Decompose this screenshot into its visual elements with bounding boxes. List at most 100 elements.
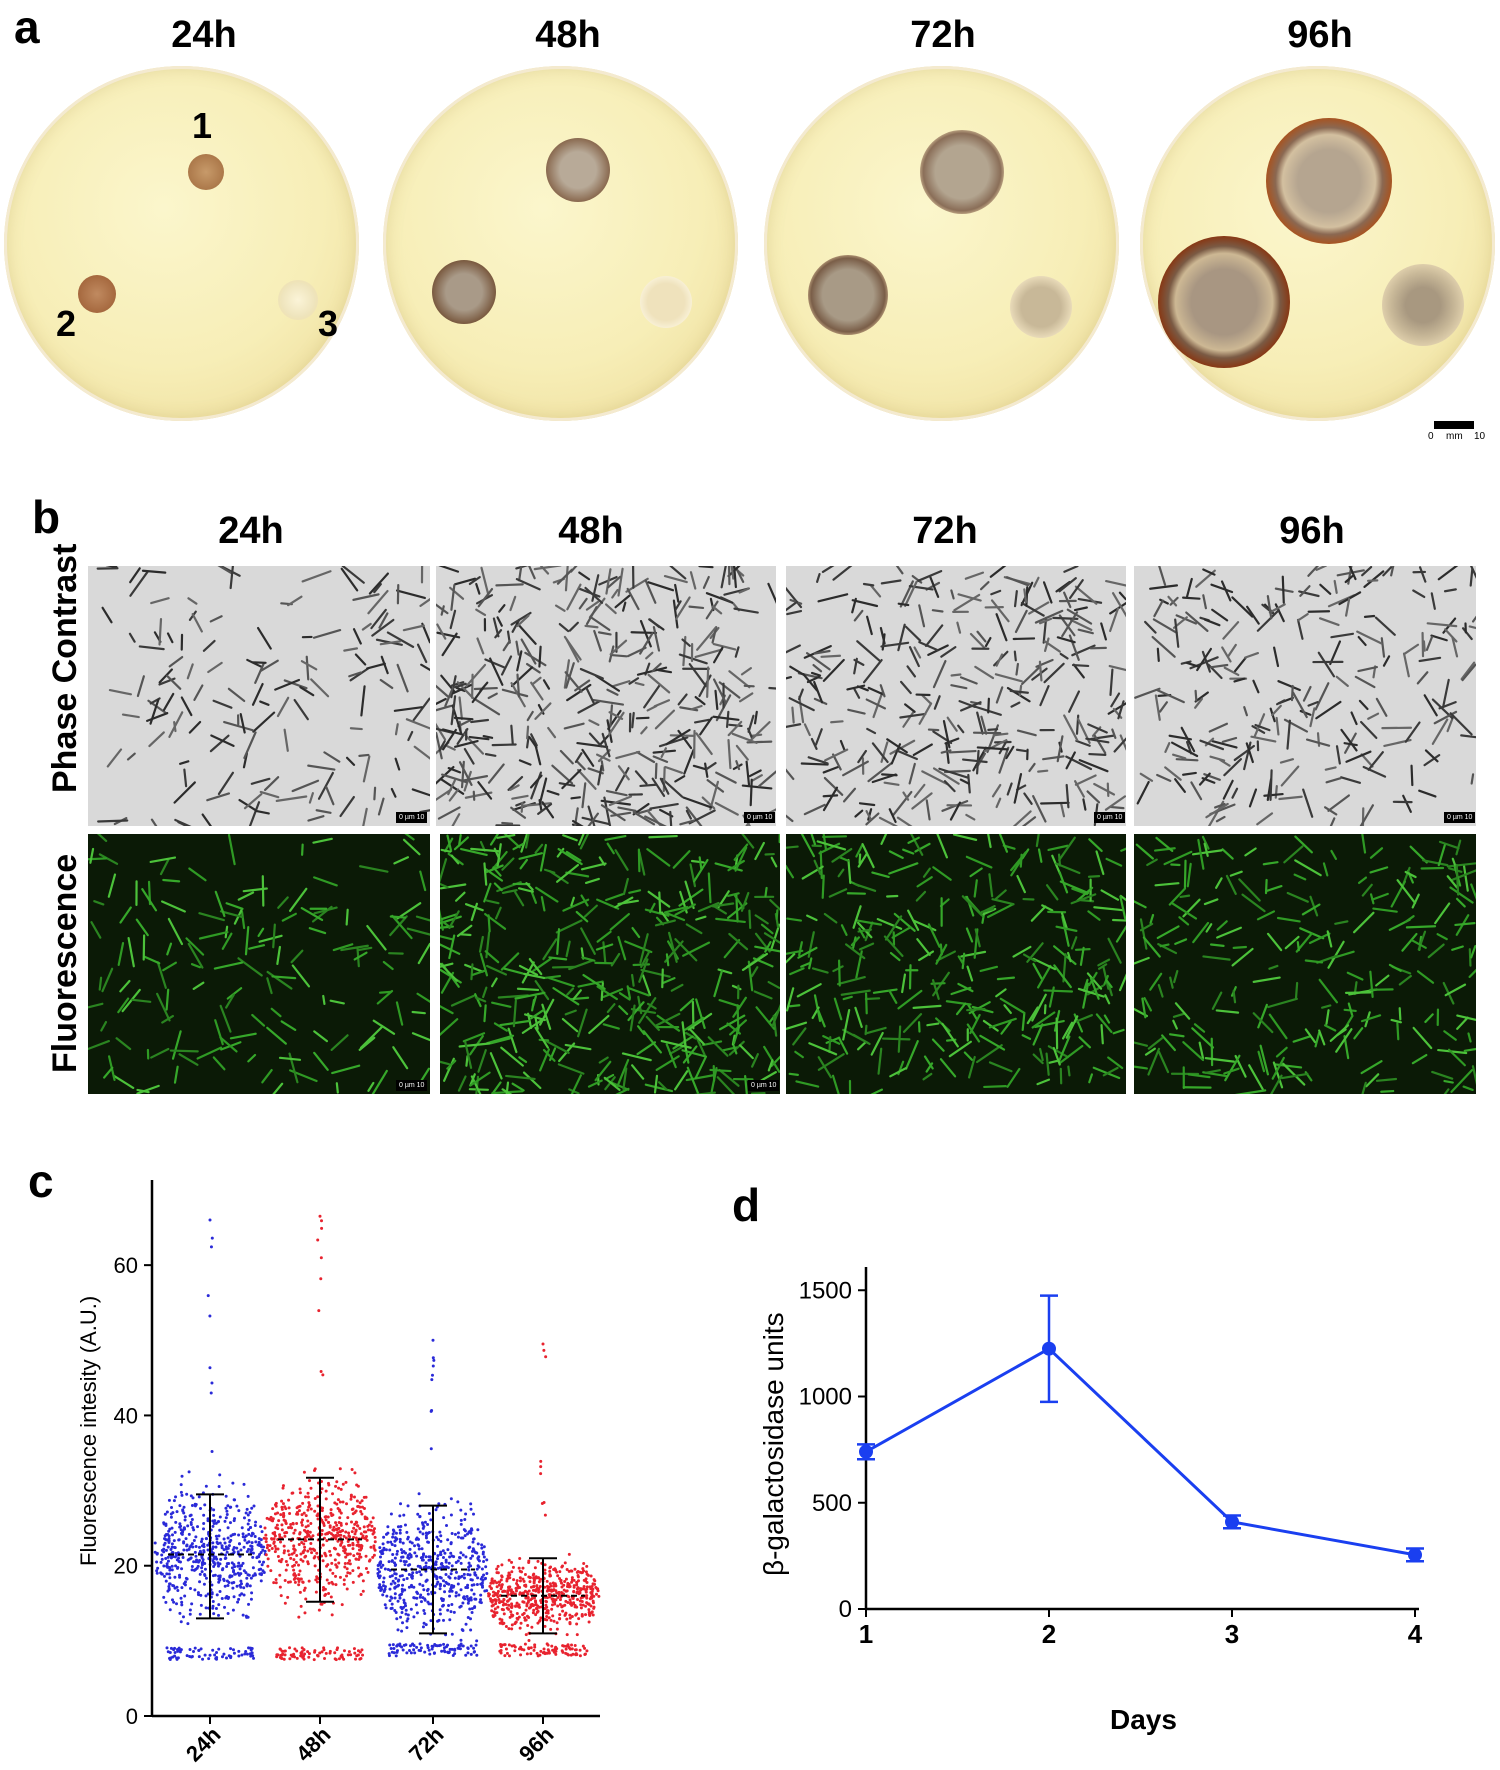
data-point bbox=[304, 1536, 307, 1539]
bacterium bbox=[542, 897, 545, 910]
bacterium bbox=[632, 713, 633, 727]
data-point bbox=[239, 1549, 242, 1552]
data-point bbox=[361, 1654, 364, 1657]
bacterium bbox=[393, 1047, 407, 1068]
data-point bbox=[224, 1541, 227, 1544]
data-point bbox=[524, 1643, 527, 1646]
data-point bbox=[405, 1626, 408, 1629]
bacterium bbox=[1325, 1025, 1335, 1030]
data-point bbox=[584, 1580, 587, 1583]
bacterium bbox=[1045, 1005, 1046, 1013]
data-point bbox=[503, 1602, 506, 1605]
data-point bbox=[295, 1650, 298, 1653]
bacterium bbox=[323, 996, 324, 1004]
data-point bbox=[525, 1596, 528, 1599]
data-point bbox=[171, 1527, 174, 1530]
bacterium bbox=[1404, 645, 1418, 654]
data-point bbox=[230, 1534, 233, 1537]
data-point bbox=[1042, 1342, 1056, 1356]
data-point bbox=[443, 1650, 446, 1653]
bacterium bbox=[1330, 641, 1340, 664]
bacterium bbox=[824, 795, 837, 796]
bacterium bbox=[128, 754, 135, 760]
bacterium bbox=[1108, 1057, 1122, 1067]
bacterium bbox=[1120, 593, 1126, 599]
data-point bbox=[479, 1594, 482, 1597]
bacterium bbox=[1331, 851, 1335, 859]
bacterium bbox=[492, 979, 497, 987]
data-point bbox=[495, 1567, 498, 1570]
bacterium bbox=[1326, 1010, 1328, 1024]
data-point bbox=[572, 1602, 575, 1605]
data-point bbox=[200, 1647, 203, 1650]
data-point bbox=[475, 1644, 478, 1647]
bacterium bbox=[929, 730, 938, 731]
bacterium bbox=[1384, 656, 1389, 665]
bacterium bbox=[1464, 865, 1468, 890]
bacterium bbox=[1223, 849, 1233, 858]
bacterium bbox=[1062, 612, 1077, 636]
data-point bbox=[325, 1490, 328, 1493]
data-point bbox=[307, 1492, 310, 1495]
data-point bbox=[402, 1649, 405, 1652]
data-point bbox=[276, 1512, 279, 1515]
data-point bbox=[242, 1532, 245, 1535]
bacterium bbox=[1029, 764, 1034, 771]
bacterium bbox=[971, 869, 982, 877]
bacterium bbox=[1319, 1031, 1324, 1045]
bacterium bbox=[683, 943, 709, 956]
fluorescence-image-96h bbox=[1134, 834, 1476, 1094]
bacterium bbox=[1040, 686, 1048, 705]
bacterium bbox=[194, 983, 204, 989]
data-point bbox=[419, 1642, 422, 1645]
data-point bbox=[439, 1540, 442, 1543]
data-point bbox=[593, 1606, 596, 1609]
data-point bbox=[472, 1647, 475, 1650]
bacterium bbox=[659, 670, 671, 672]
data-point bbox=[233, 1533, 236, 1536]
bacterium bbox=[747, 762, 749, 785]
bacterium bbox=[991, 591, 1000, 594]
data-point bbox=[233, 1519, 236, 1522]
bacterium bbox=[1223, 622, 1238, 638]
data-point bbox=[416, 1592, 419, 1595]
bacterium bbox=[1267, 886, 1282, 891]
bacterium bbox=[1097, 851, 1104, 873]
data-point bbox=[400, 1630, 403, 1633]
data-point bbox=[467, 1647, 470, 1650]
bacterium bbox=[1295, 860, 1320, 875]
data-point bbox=[247, 1533, 250, 1536]
data-point bbox=[212, 1514, 215, 1517]
data-point bbox=[331, 1613, 334, 1616]
bacterium bbox=[996, 674, 1022, 681]
data-point bbox=[546, 1590, 549, 1593]
data-point bbox=[417, 1527, 420, 1530]
bacterium bbox=[592, 618, 610, 630]
x-tick-label: 48h bbox=[291, 1722, 335, 1766]
data-point bbox=[338, 1657, 341, 1660]
data-point bbox=[436, 1644, 439, 1647]
bacterium bbox=[310, 928, 325, 933]
data-point bbox=[427, 1541, 430, 1544]
bacterium bbox=[1157, 566, 1165, 585]
data-point bbox=[233, 1498, 236, 1501]
bacterium bbox=[151, 858, 175, 862]
bacterium bbox=[667, 954, 668, 965]
data-point bbox=[585, 1565, 588, 1568]
data-point bbox=[248, 1574, 251, 1577]
data-point bbox=[307, 1496, 310, 1499]
data-point bbox=[287, 1526, 290, 1529]
data-point bbox=[200, 1604, 203, 1607]
data-point bbox=[322, 1648, 325, 1651]
data-point bbox=[562, 1584, 565, 1587]
data-point bbox=[227, 1537, 230, 1540]
bacterium bbox=[307, 657, 309, 680]
data-point bbox=[168, 1572, 171, 1575]
data-point bbox=[421, 1556, 424, 1559]
bacterium bbox=[1072, 937, 1076, 948]
bacterium bbox=[175, 782, 195, 802]
bacterium bbox=[363, 624, 371, 630]
data-point bbox=[549, 1628, 552, 1631]
bacterium bbox=[1455, 923, 1474, 925]
panel-a-time-48h: 48h bbox=[488, 16, 648, 54]
